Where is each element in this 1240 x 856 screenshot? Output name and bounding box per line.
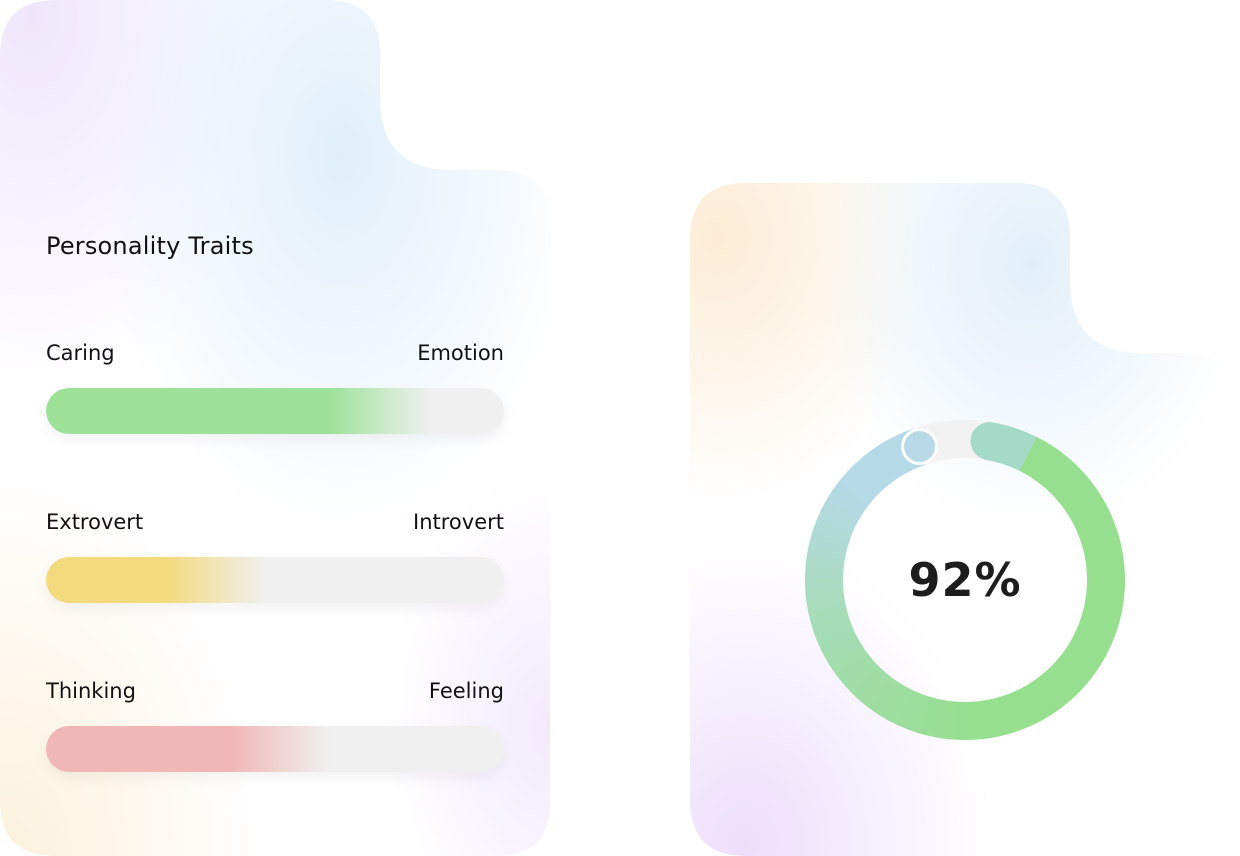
score-donut-chart bbox=[805, 420, 1125, 740]
trait-slider-fill bbox=[46, 557, 504, 603]
score-card-background bbox=[690, 183, 1240, 856]
trait-right-label: Feeling bbox=[428, 679, 504, 703]
trait-slider-fill bbox=[46, 388, 504, 434]
trait-slider-track[interactable] bbox=[46, 726, 504, 772]
card-title: Personality Traits bbox=[46, 232, 254, 260]
trait-slider-track[interactable] bbox=[46, 557, 504, 603]
trait-left-label: Caring bbox=[46, 341, 115, 365]
personality-traits-card: Personality Traits Caring Emotion Extrov… bbox=[0, 0, 550, 856]
trait-right-label: Introvert bbox=[413, 510, 504, 534]
score-card: 92% bbox=[690, 183, 1240, 856]
score-value: 92% bbox=[908, 553, 1022, 607]
trait-slider-track[interactable] bbox=[46, 388, 504, 434]
trait-left-label: Extrovert bbox=[46, 510, 144, 534]
trait-left-label: Thinking bbox=[46, 679, 136, 703]
donut-handle[interactable] bbox=[901, 428, 939, 466]
trait-slider-fill bbox=[46, 726, 504, 772]
trait-right-label: Emotion bbox=[417, 341, 504, 365]
